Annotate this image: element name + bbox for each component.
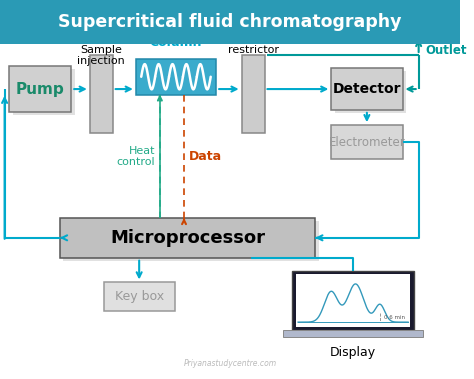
Text: Sample
injection: Sample injection <box>77 45 125 66</box>
Bar <box>103 282 175 311</box>
Text: Heat
control: Heat control <box>117 146 155 167</box>
Text: Outlet: Outlet <box>426 44 467 56</box>
Bar <box>136 59 216 95</box>
Bar <box>296 274 410 327</box>
Text: Data: Data <box>189 150 222 163</box>
Bar <box>90 55 113 133</box>
Bar <box>0 0 460 44</box>
Bar <box>13 69 75 115</box>
Text: Display: Display <box>330 346 376 359</box>
Text: Key box: Key box <box>115 290 164 303</box>
Bar <box>331 125 402 159</box>
Bar <box>64 221 319 261</box>
Text: Detector: Detector <box>333 82 401 96</box>
Bar <box>335 71 406 113</box>
Bar <box>242 55 264 133</box>
Text: Pump: Pump <box>16 81 64 97</box>
Bar <box>331 68 402 110</box>
Text: Column: Column <box>150 36 202 49</box>
Text: restrictor: restrictor <box>228 45 279 55</box>
Bar <box>292 271 414 330</box>
Bar <box>60 218 315 258</box>
Bar <box>283 330 423 337</box>
Text: 0.6 min: 0.6 min <box>383 315 405 320</box>
Text: Electrometer: Electrometer <box>328 136 405 149</box>
Text: Microprocessor: Microprocessor <box>110 229 265 247</box>
Text: Priyanastudycentre.com: Priyanastudycentre.com <box>183 359 277 368</box>
Bar <box>9 66 71 112</box>
Text: Supercritical fluid chromatography: Supercritical fluid chromatography <box>58 13 402 31</box>
